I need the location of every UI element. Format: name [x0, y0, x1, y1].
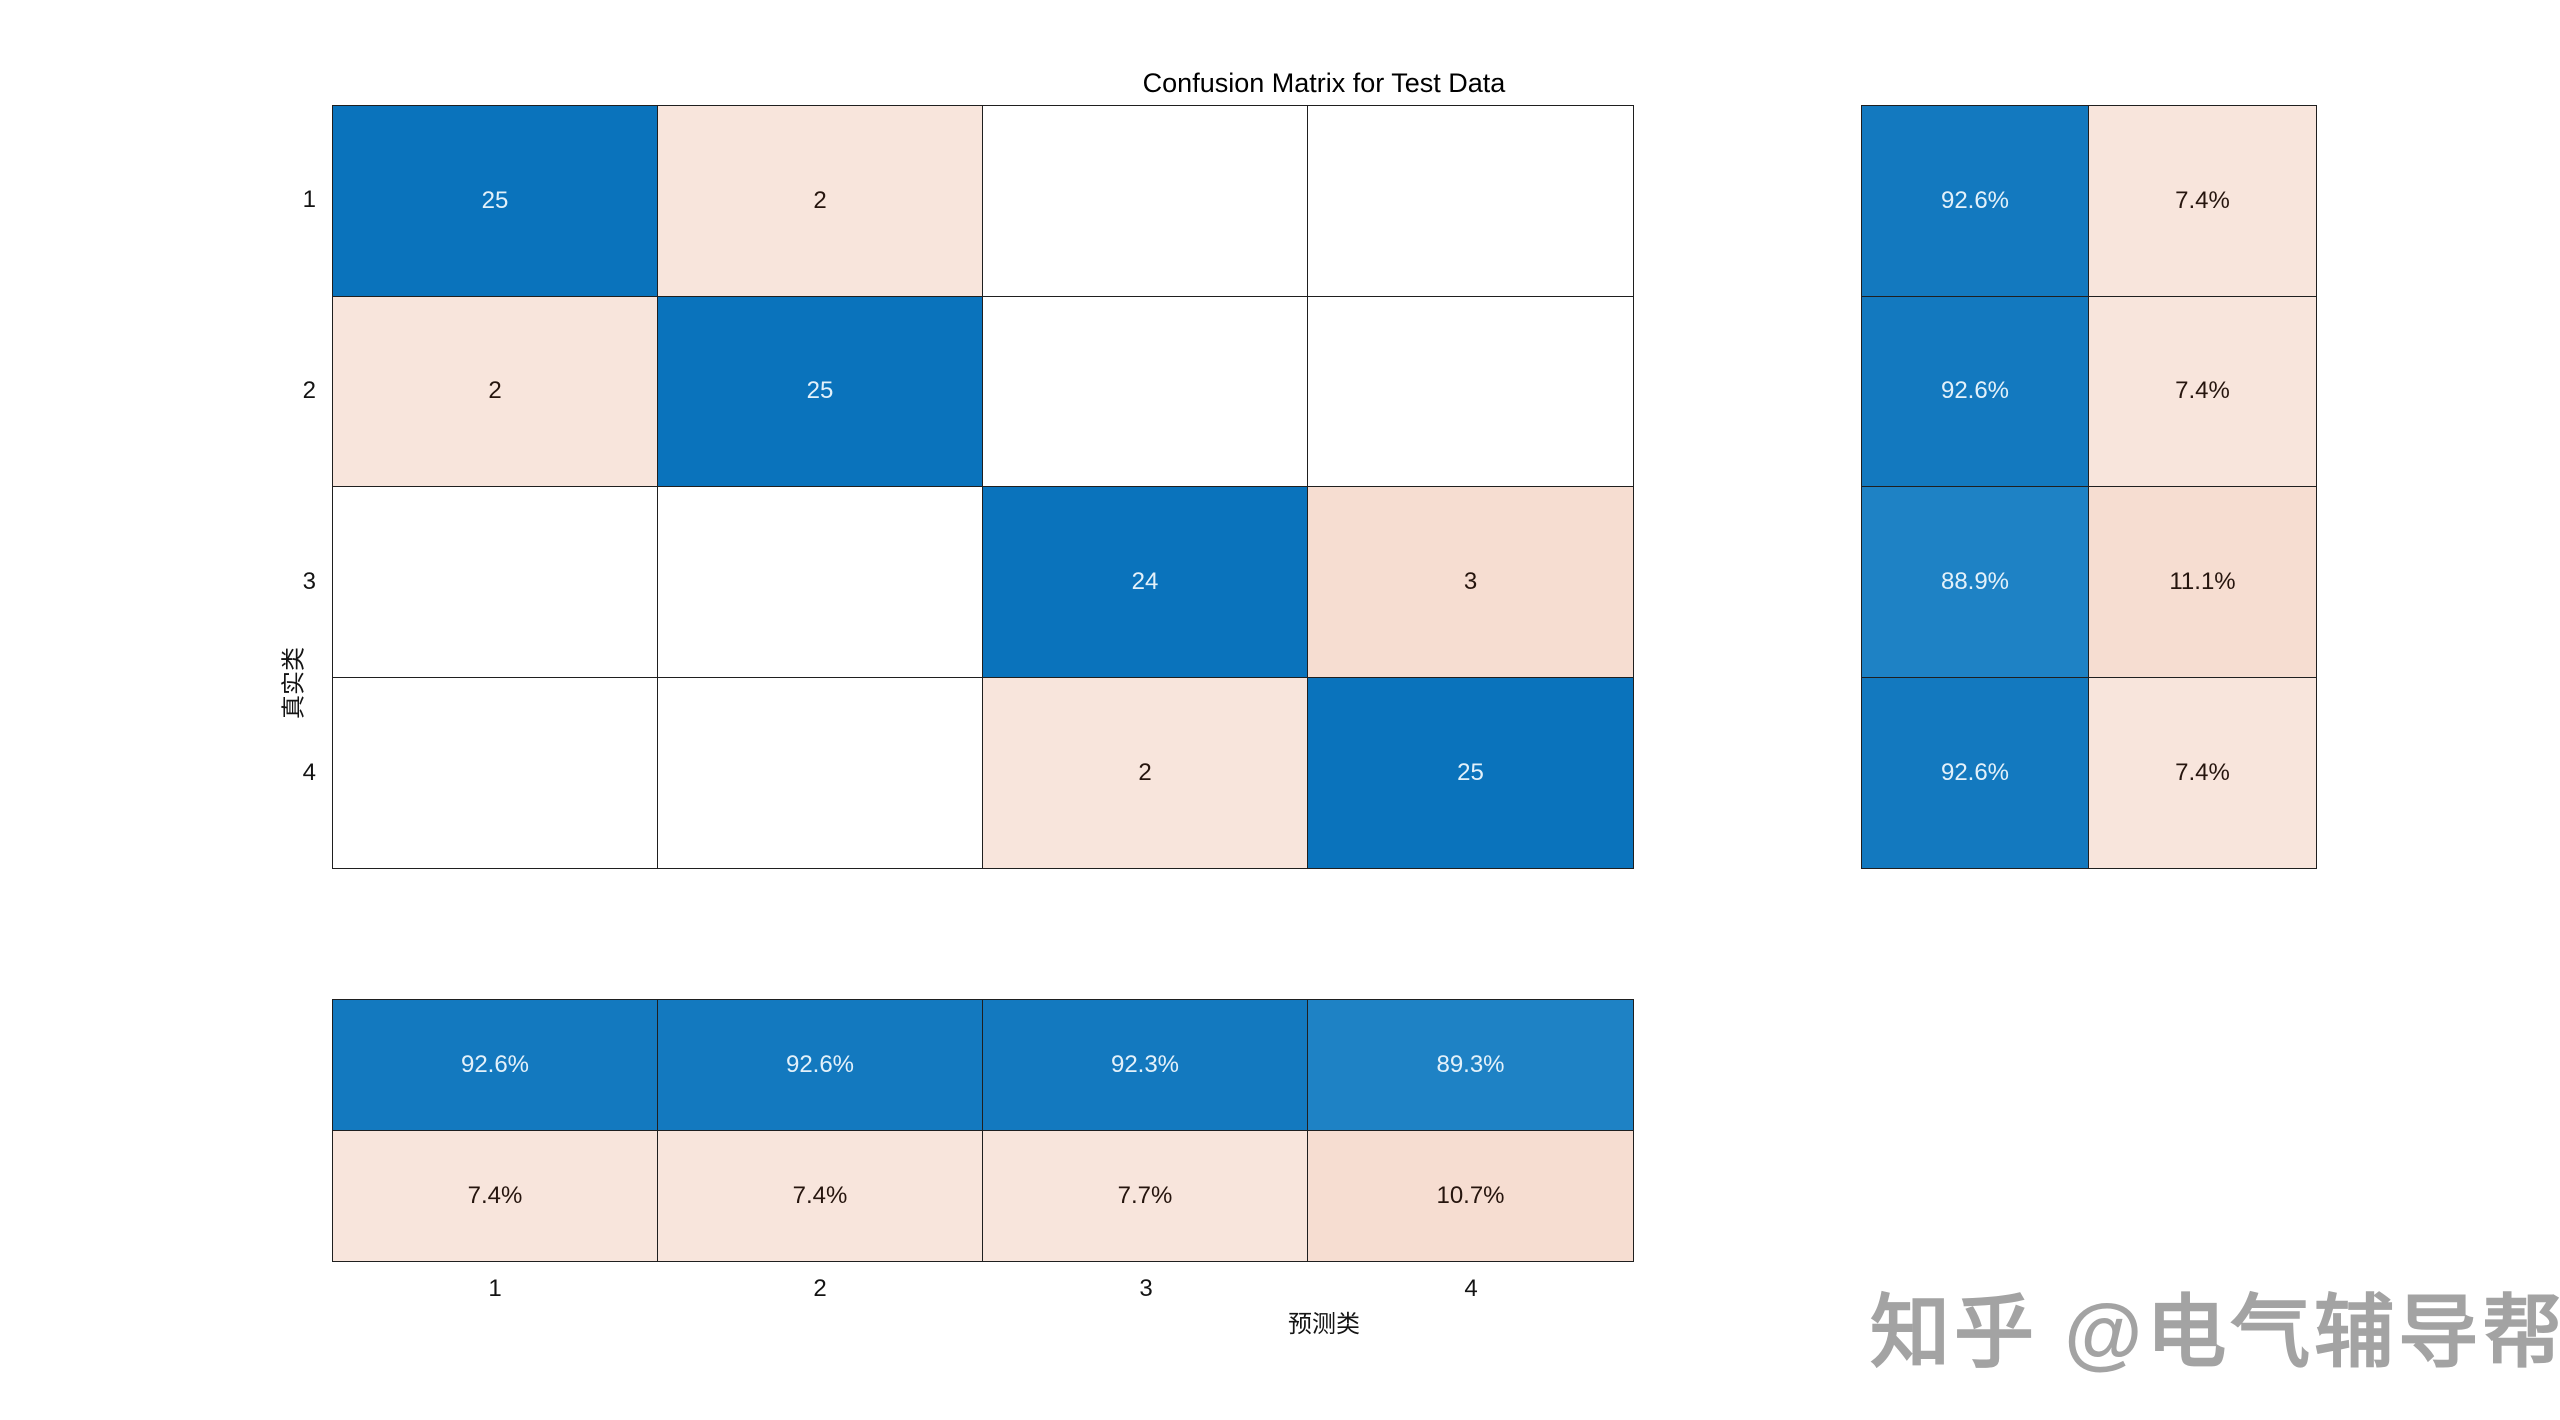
row-summary-cell: 92.6% — [1862, 106, 2089, 297]
row-summary-cell: 7.4% — [2089, 106, 2316, 297]
matrix-cell: 24 — [983, 487, 1308, 678]
row-summary-cell: 88.9% — [1862, 487, 2089, 678]
matrix-cell — [983, 296, 1308, 487]
col-summary-cell: 92.6% — [333, 1000, 658, 1131]
x-tick-label: 3 — [1139, 1275, 1153, 1302]
matrix-cell: 25 — [658, 296, 983, 487]
col-summary-cell: 7.4% — [333, 1130, 658, 1261]
x-axis-label: 预测类 — [1288, 1311, 1360, 1338]
matrix-cell — [333, 487, 658, 678]
col-summary-cell: 92.3% — [983, 1000, 1308, 1131]
col-summary-cell: 10.7% — [1308, 1130, 1633, 1261]
matrix-cell: 2 — [983, 677, 1308, 868]
matrix-cell — [658, 677, 983, 868]
matrix-cell — [983, 106, 1308, 297]
col-summary-cell: 7.4% — [658, 1130, 983, 1261]
y-axis-label: 真实类 — [280, 647, 308, 719]
x-tick-label: 4 — [1464, 1275, 1478, 1302]
column-summary-panel: 92.6% 92.6% 92.3% 89.3% 7.4% 7.4% 7.7% 1… — [332, 999, 1634, 1262]
y-tick-label: 4 — [302, 759, 316, 786]
row-summary-cell: 92.6% — [1862, 296, 2089, 487]
col-summary-cell: 89.3% — [1308, 1000, 1633, 1131]
y-tick-label: 1 — [302, 186, 316, 213]
row-summary-cell: 11.1% — [2089, 487, 2316, 678]
matrix-cell — [658, 487, 983, 678]
confusion-matrix: 25 2 2 25 24 3 2 25 — [332, 105, 1634, 869]
x-tick-label: 1 — [488, 1275, 502, 1302]
x-tick-label: 2 — [813, 1275, 827, 1302]
chart-title: Confusion Matrix for Test Data — [1142, 68, 1506, 98]
matrix-cell — [1308, 296, 1633, 487]
row-summary-cell: 92.6% — [1862, 677, 2089, 868]
row-summary-cell: 7.4% — [2089, 677, 2316, 868]
matrix-cell — [1308, 106, 1633, 297]
matrix-cell: 25 — [1308, 677, 1633, 868]
col-summary-cell: 92.6% — [658, 1000, 983, 1131]
col-summary-cell: 7.7% — [983, 1130, 1308, 1261]
matrix-cell: 2 — [333, 296, 658, 487]
watermark-text: 知乎 @电气辅导帮 — [1870, 1288, 2560, 1377]
y-tick-label: 2 — [302, 377, 316, 404]
matrix-cell — [333, 677, 658, 868]
row-summary-cell: 7.4% — [2089, 296, 2316, 487]
matrix-cell: 2 — [658, 106, 983, 297]
matrix-cell: 25 — [333, 106, 658, 297]
y-tick-label: 3 — [302, 568, 316, 595]
matrix-cell: 3 — [1308, 487, 1633, 678]
row-summary-panel: 92.6% 7.4% 92.6% 7.4% 88.9% 11.1% 92.6% … — [1861, 105, 2317, 869]
